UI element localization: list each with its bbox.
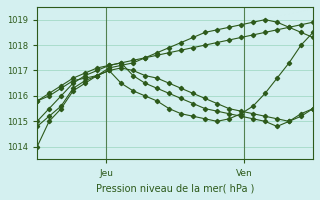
X-axis label: Pression niveau de la mer( hPa ): Pression niveau de la mer( hPa ) (96, 183, 254, 193)
